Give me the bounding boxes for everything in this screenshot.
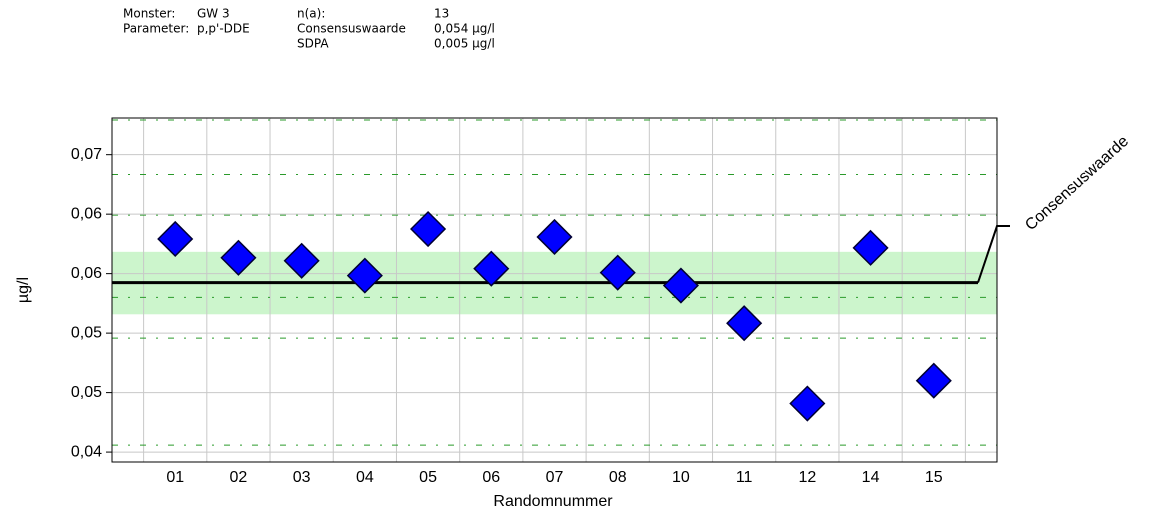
x-tick-label: 06 [482, 469, 500, 486]
header-label: Consensuswaarde [297, 22, 406, 36]
point [283, 242, 320, 279]
point [346, 257, 383, 294]
point [220, 239, 257, 276]
x-tick-label: 12 [798, 469, 816, 486]
header-value: GW 3 [197, 7, 230, 21]
consensus-label: Consensuswaarde [1022, 133, 1132, 234]
header-label: Parameter: [123, 22, 189, 36]
point [536, 218, 573, 256]
consensus-leader [977, 225, 1010, 283]
y-tick-label: 0,06 [71, 265, 102, 282]
header-value: 13 [434, 7, 449, 21]
x-tick-label: 03 [293, 469, 311, 486]
y-tick-label: 0,04 [71, 443, 102, 460]
point [789, 385, 826, 422]
header-label: SDPA [297, 37, 329, 51]
point [852, 229, 889, 266]
x-axis-title: Randomnummer [493, 493, 613, 510]
header-value: 0,005 µg/l [434, 37, 495, 51]
x-tick-label: 10 [672, 469, 690, 486]
x-tick-label: 04 [356, 469, 374, 486]
point [726, 305, 763, 342]
y-axis-title: µg/l [15, 277, 32, 303]
header-value: p,p'-DDE [197, 22, 250, 36]
x-tick-label: 15 [925, 469, 943, 486]
header-label: n(a): [297, 7, 325, 21]
point [410, 210, 447, 248]
point [473, 250, 510, 287]
y-tick-label: 0,06 [71, 205, 102, 222]
point [915, 362, 952, 399]
y-tick-label: 0,07 [71, 146, 102, 163]
point [662, 267, 699, 304]
y-tick-label: 0,05 [71, 384, 102, 401]
x-tick-label: 05 [419, 469, 437, 486]
x-tick-label: 07 [546, 469, 564, 486]
point [599, 254, 636, 291]
x-tick-label: 08 [609, 469, 627, 486]
point [157, 220, 194, 258]
x-tick-label: 02 [230, 469, 248, 486]
x-tick-label: 14 [862, 469, 880, 486]
header-value: 0,054 µg/l [434, 22, 495, 36]
x-tick-label: 01 [166, 469, 184, 486]
x-tick-label: 11 [736, 469, 753, 486]
plot-frame [111, 117, 998, 463]
y-tick-label: 0,05 [71, 324, 102, 341]
header-label: Monster: [123, 7, 175, 21]
